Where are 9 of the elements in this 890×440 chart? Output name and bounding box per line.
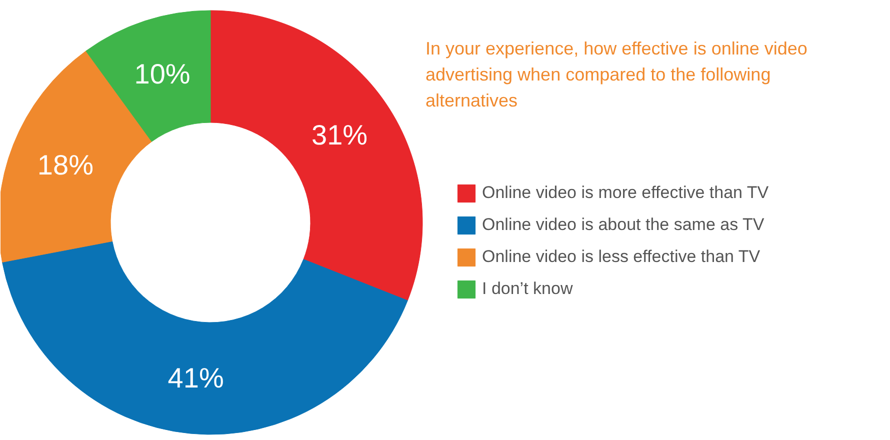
legend-label: Online video is more effective than TV: [482, 183, 769, 203]
legend-label: I don’t know: [482, 279, 573, 299]
data-label: 31%: [312, 119, 368, 150]
text: In your experience, how effective is online video advertising when compared to the following alternatives: [426, 38, 808, 110]
data-label: 18%: [37, 150, 94, 181]
data-label: 10%: [134, 58, 190, 90]
legend-label: Online video is about the same as TV: [482, 215, 764, 235]
data-label: 41%: [168, 362, 224, 394]
legend-label: Online video is less effective than TV: [482, 247, 760, 267]
